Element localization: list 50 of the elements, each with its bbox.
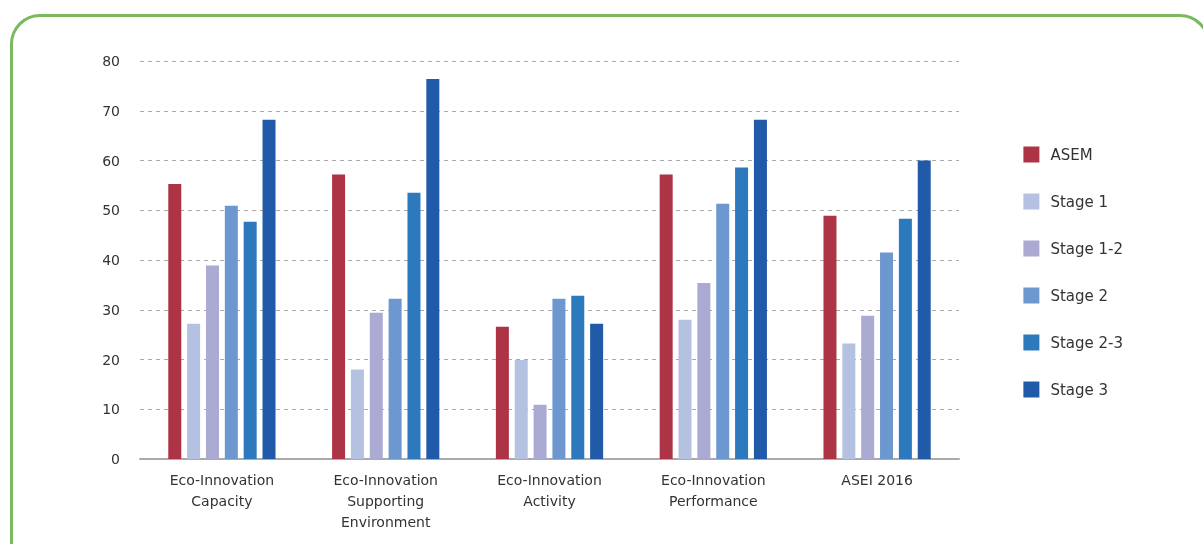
bar [495, 326, 509, 459]
bar [753, 119, 767, 459]
bar [350, 369, 364, 459]
bar [407, 192, 421, 459]
bar [898, 218, 912, 459]
bar [678, 319, 692, 459]
bar [590, 323, 604, 459]
x-tick-label: Eco-Innovation Supporting Environment [333, 471, 438, 530]
y-tick-label: 20 [102, 351, 120, 368]
bar [426, 78, 440, 459]
bar [917, 160, 931, 459]
y-tick-label: 70 [102, 102, 120, 119]
legend-label: Stage 3 [1050, 380, 1109, 399]
y-tick-label: 0 [111, 451, 120, 467]
bar [205, 265, 219, 459]
bar [659, 174, 673, 459]
bar [332, 174, 346, 459]
bar [716, 203, 730, 459]
legend-label: Stage 2-3 [1050, 333, 1124, 352]
y-tick-label: 80 [102, 53, 120, 69]
bar [552, 298, 566, 459]
bar [168, 183, 182, 459]
y-tick-label: 50 [102, 202, 120, 219]
x-tick-label: Eco-Innovation Capacity [169, 471, 275, 509]
bar [533, 404, 547, 459]
y-tick-label: 40 [102, 252, 120, 268]
legend-label: Stage 2 [1050, 286, 1109, 305]
y-tick-label: 30 [102, 301, 120, 318]
bar [224, 205, 238, 459]
x-tick-label: ASEI 2016 [841, 471, 913, 488]
y-tick-label: 60 [102, 152, 120, 169]
bar [842, 343, 856, 459]
bar [187, 323, 201, 459]
bar [369, 312, 383, 459]
legend-label: Stage 1 [1050, 192, 1109, 211]
bar [243, 221, 257, 459]
bar [823, 215, 837, 459]
bar [861, 315, 875, 459]
bar [735, 167, 749, 459]
x-tick-label: Eco-Innovation Activity [497, 471, 602, 509]
x-tick-label: Eco-Innovation Performance [661, 471, 766, 509]
bar [514, 360, 528, 459]
bar [697, 282, 711, 459]
y-tick-label: 10 [102, 401, 120, 418]
bar [262, 119, 276, 459]
bar [571, 295, 585, 459]
legend-label: ASEM [1050, 145, 1093, 164]
legend-label: Stage 1-2 [1050, 239, 1124, 258]
bar [880, 252, 894, 459]
bar [388, 298, 402, 459]
